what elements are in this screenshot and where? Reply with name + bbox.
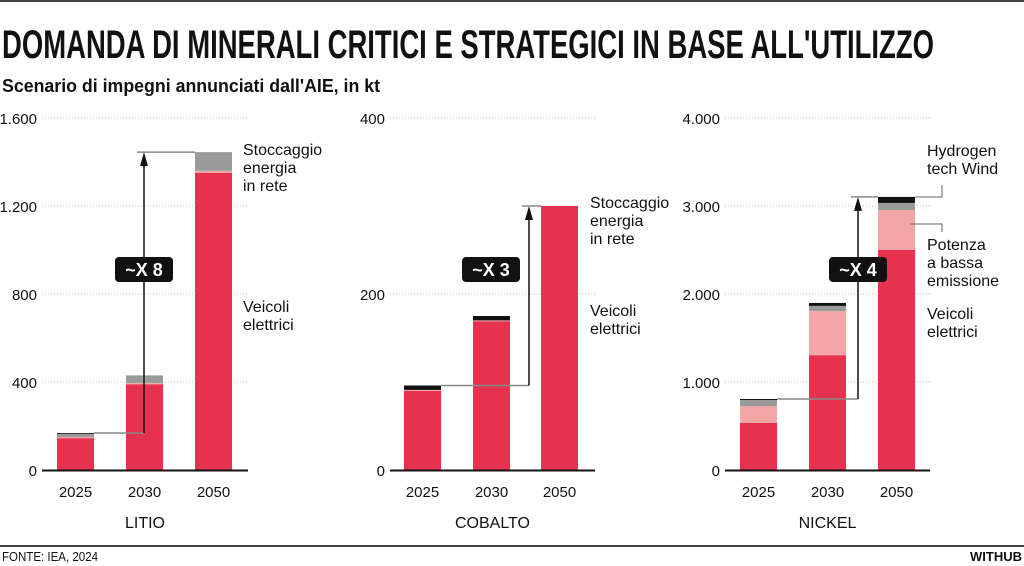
bar-segment-veicoli-2050 <box>878 250 915 470</box>
bar-segment-veicoli-2025 <box>404 390 441 470</box>
y-tick-label: 0 <box>377 463 385 480</box>
y-tick-label: 1.600 <box>0 111 37 128</box>
y-tick-label: 400 <box>12 375 37 392</box>
bar-segment-veicoli-2025 <box>740 422 777 470</box>
bar-segment-potenza-2025 <box>740 406 777 423</box>
bar-segment-hydrogen-2030 <box>809 302 846 306</box>
y-tick-label: 1.000 <box>682 375 720 392</box>
x-tick-label: 2025 <box>406 484 439 501</box>
y-tick-label: 3.000 <box>682 199 720 216</box>
series-label: Veicoli elettrici <box>927 306 978 341</box>
x-tick-label: 2025 <box>742 484 775 501</box>
series-label: Stoccaggio energia in rete <box>590 195 669 248</box>
bar-segment-veicoli-2030 <box>809 355 846 470</box>
panel-cobalto: 0 200 400 2025 2030 2050 COBALTO ~X 3 Stoccaggio… <box>360 111 669 532</box>
multiplier-text: ~X 3 <box>472 260 510 280</box>
y-tick-label: 400 <box>360 111 385 128</box>
bar-segment-hydrogen-2050 <box>878 196 915 203</box>
bar-segment-stoccaggio-2050 <box>878 202 915 210</box>
panel-title: LITIO <box>125 515 165 532</box>
multiplier-badge <box>462 257 520 282</box>
bar-segment-veicoli-2050 <box>195 173 232 470</box>
bar-segment-hydrogen-2025 <box>740 398 777 401</box>
chart-title: DOMANDA DI MINERALI CRITICI E STRATEGICI… <box>2 23 934 67</box>
bar-segment-hydrogen-2030 <box>473 316 510 321</box>
series-label: Hydrogen tech Wind <box>927 143 998 178</box>
panel-title: COBALTO <box>455 515 530 532</box>
x-tick-label: 2050 <box>543 484 576 501</box>
series-label: Stoccaggio energia in rete <box>243 142 322 195</box>
bar-segment-hydrogen-2025 <box>57 433 94 434</box>
bar-segment-potenza-2030 <box>473 320 510 322</box>
chart-subtitle: Scenario di impegni annunciati dall'AIE,… <box>2 76 380 96</box>
y-tick-label: 2.000 <box>682 287 720 304</box>
bar-segment-potenza-2050 <box>195 170 232 173</box>
x-tick-label: 2030 <box>128 484 161 501</box>
x-tick-label: 2030 <box>811 484 844 501</box>
arrow-head-icon <box>525 206 533 220</box>
bar-segment-veicoli-2050 <box>541 206 578 470</box>
x-tick-label: 2030 <box>475 484 508 501</box>
bar-segment-veicoli-2025 <box>57 438 94 470</box>
bar-segment-potenza-2030 <box>809 311 846 356</box>
bar-segment-potenza-2025 <box>57 437 94 439</box>
y-tick-label: 0 <box>712 463 720 480</box>
bar-segment-stoccaggio-2025 <box>57 433 94 437</box>
leader-line <box>910 223 943 232</box>
y-tick-label: 0 <box>29 463 37 480</box>
multiplier-badge <box>829 257 887 282</box>
y-tick-label: 4.000 <box>682 111 720 128</box>
arrow-head-icon <box>854 196 862 211</box>
bar-segment-veicoli-2030 <box>473 321 510 470</box>
y-tick-label: 200 <box>360 287 385 304</box>
source-note: FONTE: IEA, 2024 <box>2 549 98 564</box>
bar-segment-stoccaggio-2025 <box>740 400 777 407</box>
bar-segment-hydrogen-2025 <box>404 385 441 390</box>
y-tick-label: 800 <box>12 287 37 304</box>
panel-title: NICKEL <box>799 515 857 532</box>
bar-segment-stoccaggio-2030 <box>809 305 846 312</box>
panel-litio: 0 400 800 1.200 1.600 2025 2030 2050 LITIO ~X 8 St… <box>0 111 322 532</box>
panel-nickel: 0 1.000 2.000 3.000 4.000 2025 2030 2050 NICKEL ~… <box>682 111 999 532</box>
x-tick-label: 2050 <box>880 484 913 501</box>
series-label: Potenza a bassa emissione <box>927 237 999 290</box>
x-tick-label: 2025 <box>59 484 92 501</box>
bar-segment-stoccaggio-2050 <box>195 152 232 171</box>
y-tick-label: 1.200 <box>0 199 37 216</box>
x-tick-label: 2050 <box>197 484 230 501</box>
brand-logo: WITHUB <box>970 549 1022 564</box>
bar-segment-potenza-2025 <box>404 389 441 391</box>
series-label: Veicoli elettrici <box>243 299 294 334</box>
multiplier-text: ~X 8 <box>125 260 163 280</box>
series-label: Veicoli elettrici <box>590 303 641 338</box>
bar-segment-potenza-2050 <box>878 209 915 250</box>
arrow-head-icon <box>140 152 148 167</box>
multiplier-text: ~X 4 <box>839 260 877 280</box>
leader-line <box>915 185 943 198</box>
multiplier-badge <box>115 257 173 282</box>
